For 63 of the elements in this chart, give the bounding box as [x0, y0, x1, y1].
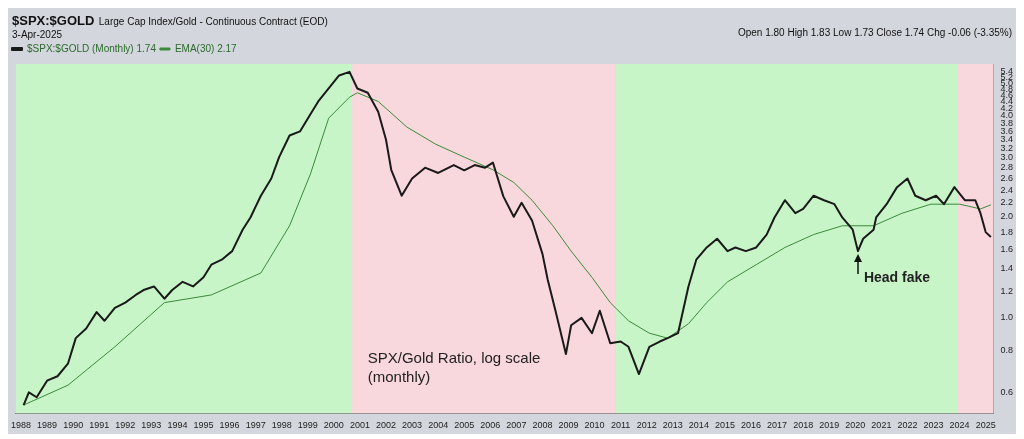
x-tick-label: 1997 [245, 420, 266, 431]
x-tick-label: 1999 [297, 420, 318, 431]
x-tick-label: 2012 [636, 420, 657, 431]
x-tick-label: 2004 [428, 420, 449, 431]
x-tick-label: 1996 [219, 420, 240, 431]
y-tick-label: 2.8 [1000, 162, 1013, 173]
x-tick-label: 2009 [558, 420, 579, 431]
x-tick-label: 2021 [871, 420, 892, 431]
y-tick-label: 3.0 [1000, 152, 1013, 163]
y-tick-label: 0.8 [1000, 344, 1013, 355]
y-tick-label: 2.0 [1000, 211, 1013, 222]
x-tick-label: 2016 [741, 420, 762, 431]
legend-label: EMA(30) 2.17 [174, 42, 238, 54]
y-tick-label: 1.4 [1000, 263, 1013, 274]
y-tick-label: 1.8 [1000, 226, 1013, 237]
y-tick-label: 1.6 [1000, 243, 1013, 254]
x-tick-label: 2023 [923, 420, 944, 431]
text: Open 1.80 High 1.83 Low 1.73 Close 1.74 Chg -0.06 (-3.35%) [737, 27, 1012, 40]
x-tick-label: 2010 [584, 420, 605, 431]
y-tick-label: 3.4 [1000, 133, 1013, 144]
x-tick-label: 2007 [506, 420, 527, 431]
chart-subtitle: Large Cap Index/Gold - Continuous Contract (EOD) [98, 16, 328, 27]
x-tick-label: 2011 [610, 420, 631, 431]
y-tick-label: 3.6 [1000, 125, 1013, 136]
x-tick-label: 2020 [845, 420, 866, 431]
x-tick-label: 2003 [402, 420, 423, 431]
y-tick-label: 1.0 [1000, 312, 1013, 323]
y-tick-label: 3.2 [1000, 142, 1013, 153]
x-tick-label: 2001 [349, 420, 370, 431]
x-tick-label: 1989 [37, 420, 58, 431]
x-tick-label: 1995 [193, 420, 214, 431]
annotation: Head fake [863, 268, 931, 285]
x-tick-label: 1998 [271, 420, 292, 431]
x-tick-label: 1990 [63, 420, 84, 431]
x-tick-label: 2000 [323, 420, 344, 431]
annotation: SPX/Gold Ratio, log scale (monthly) [367, 348, 541, 385]
y-tick-label: 0.6 [1000, 386, 1013, 397]
x-tick-label: 2017 [767, 420, 788, 431]
y-tick-label: 2.2 [1000, 197, 1013, 208]
x-tick-label: 2002 [376, 420, 397, 431]
x-tick-label: 1993 [141, 420, 162, 431]
x-tick-label: 2018 [793, 420, 814, 431]
x-tick-label: 1988 [11, 420, 32, 431]
y-tick-label: 2.4 [1000, 184, 1013, 195]
x-tick-label: 2005 [454, 420, 475, 431]
x-tick-label: 2019 [819, 420, 840, 431]
x-tick-label: 2008 [532, 420, 553, 431]
y-tick-label: 3.8 [1000, 117, 1013, 128]
legend-label: $SPX:$GOLD (Monthly) 1.74 [27, 42, 157, 54]
y-tick-label: 1.2 [1000, 285, 1013, 296]
x-tick-label: 1991 [89, 420, 110, 431]
x-tick-label: 2022 [897, 420, 918, 431]
y-tick-label: 2.6 [1000, 172, 1013, 183]
x-tick-label: 2015 [714, 420, 735, 431]
x-tick-label: 1992 [115, 420, 136, 431]
x-tick-label: 2024 [949, 420, 970, 431]
x-tick-label: 2014 [688, 420, 709, 431]
chart-title: $SPX:$GOLD [12, 13, 95, 28]
x-tick-label: 2025 [975, 420, 996, 431]
text: 3-Apr-2025 [12, 29, 64, 40]
x-tick-label: 1994 [167, 420, 188, 431]
x-tick-label: 2013 [662, 420, 683, 431]
x-tick-label: 2006 [480, 420, 501, 431]
